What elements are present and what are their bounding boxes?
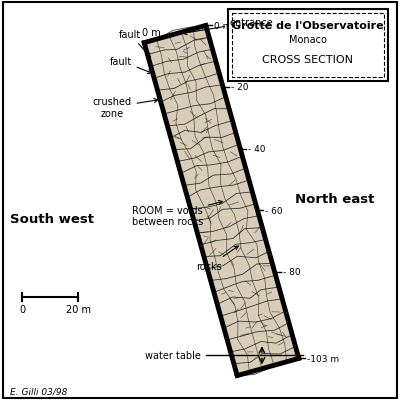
Text: South west: South west bbox=[10, 213, 94, 226]
Text: fault: fault bbox=[110, 57, 152, 74]
Text: - 80: - 80 bbox=[283, 267, 300, 277]
Polygon shape bbox=[144, 26, 299, 376]
Text: crushed
zone: crushed zone bbox=[92, 97, 158, 119]
Text: 20 m: 20 m bbox=[66, 304, 90, 314]
Text: North east: North east bbox=[295, 193, 375, 206]
Bar bbox=[232, 14, 384, 78]
Text: - 40: - 40 bbox=[248, 145, 266, 154]
Text: E. Gilli 03/98: E. Gilli 03/98 bbox=[10, 387, 67, 395]
Text: - 20: - 20 bbox=[231, 83, 248, 92]
Bar bbox=[228, 10, 388, 82]
Text: -103 m: -103 m bbox=[307, 354, 339, 363]
Text: rocks: rocks bbox=[196, 247, 238, 271]
Text: entrance: entrance bbox=[183, 18, 274, 36]
Text: Monaco: Monaco bbox=[289, 35, 327, 45]
Text: ROOM = voids
between rocks: ROOM = voids between rocks bbox=[132, 201, 223, 227]
Text: 0 m: 0 m bbox=[214, 22, 231, 31]
Text: fault: fault bbox=[119, 30, 150, 58]
Text: 0: 0 bbox=[19, 304, 25, 314]
Text: - 60: - 60 bbox=[266, 206, 283, 215]
Text: CROSS SECTION: CROSS SECTION bbox=[262, 55, 354, 65]
Text: Grotte de l'Observatoire: Grotte de l'Observatoire bbox=[232, 21, 384, 31]
Text: water table: water table bbox=[145, 350, 201, 360]
Text: 0 m: 0 m bbox=[142, 28, 161, 38]
